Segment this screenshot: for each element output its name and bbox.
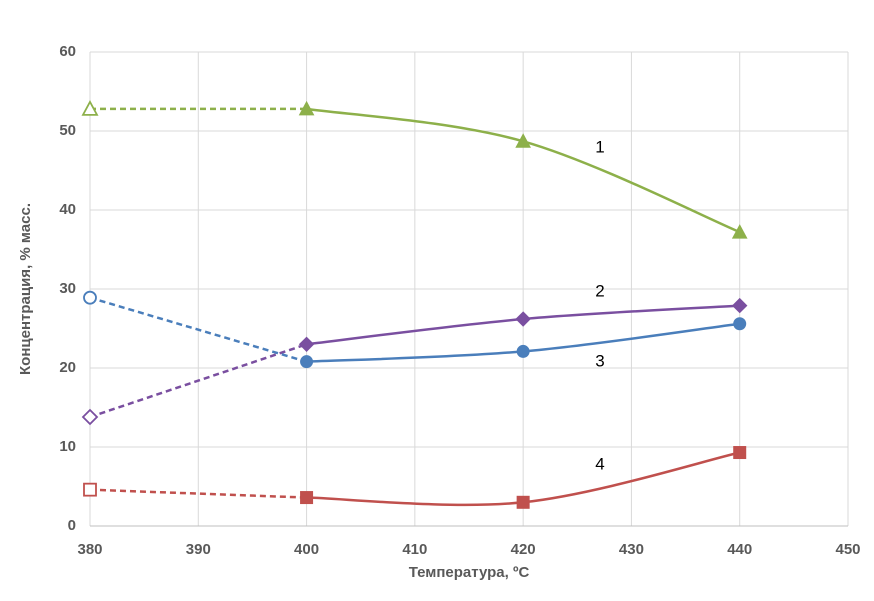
marker (516, 344, 530, 358)
x-tick-label: 420 (511, 541, 536, 558)
series-label: 3 (595, 351, 604, 370)
x-tick-label: 400 (294, 541, 319, 558)
marker (300, 355, 314, 369)
marker (81, 408, 99, 426)
series-label: 1 (595, 137, 604, 156)
marker (515, 133, 531, 148)
x-axis-title: Температура, ºС (409, 564, 530, 581)
y-tick-label: 20 (59, 359, 76, 376)
marker (516, 495, 530, 509)
y-tick-label: 40 (59, 201, 76, 218)
marker (515, 311, 531, 327)
series-label: 4 (595, 454, 604, 473)
marker (300, 491, 314, 505)
y-tick-label: 50 (59, 122, 76, 139)
x-tick-label: 440 (727, 541, 752, 558)
marker (731, 224, 748, 239)
dashed-line (89, 343, 307, 419)
x-tick-label: 430 (619, 541, 644, 558)
marker (83, 482, 97, 497)
marker (81, 99, 99, 116)
x-tick-label: 390 (186, 541, 211, 558)
y-tick-label: 0 (68, 517, 76, 534)
x-tick-label: 410 (402, 541, 427, 558)
x-tick-label: 450 (835, 541, 860, 558)
y-tick-label: 10 (59, 438, 76, 455)
y-tick-label: 60 (59, 43, 76, 60)
dashed-line (89, 296, 307, 363)
series-label: 2 (595, 281, 604, 300)
marker (732, 297, 748, 314)
y-tick-label: 30 (59, 280, 76, 297)
marker (83, 290, 97, 305)
y-axis-title: Концентрация, % масс. (17, 203, 34, 375)
dashed-line (89, 488, 307, 499)
marker (733, 317, 747, 331)
marker (298, 100, 315, 116)
x-tick-label: 380 (77, 541, 102, 558)
marker (298, 336, 315, 353)
marker (733, 446, 747, 460)
